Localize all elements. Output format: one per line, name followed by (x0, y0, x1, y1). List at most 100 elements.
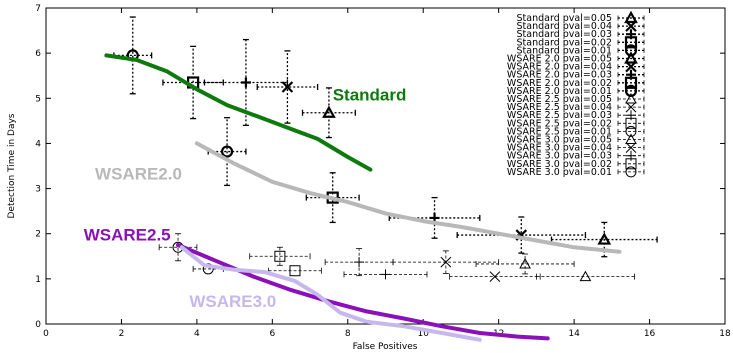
legend-entry: WSARE 2.0 pval=0.02 (507, 76, 645, 89)
legend-entry: WSARE 2.0 pval=0.05 (507, 51, 645, 65)
data-point (475, 253, 575, 275)
triangle-marker (322, 105, 336, 118)
legend-x-marker (625, 20, 637, 32)
triangle-marker (579, 270, 592, 282)
legend-triangle-marker (625, 92, 637, 104)
legend-entry: WSARE 2.5 pval=0.01 (507, 125, 645, 137)
legend-label: WSARE 2.0 pval=0.02 (507, 78, 612, 89)
y-tick-label: 2 (35, 230, 41, 240)
y-tick-label: 7 (35, 4, 41, 14)
x-marker (440, 256, 452, 268)
legend-entry: WSARE 2.5 pval=0.05 (507, 92, 645, 105)
triangle-marker (519, 257, 531, 269)
plus-marker (354, 257, 365, 268)
legend-label: WSARE 2.5 pval=0.01 (507, 126, 612, 137)
legend-triangle-marker (625, 133, 637, 144)
legend-entry: WSARE 3.0 pval=0.05 (507, 133, 645, 146)
x-tick-label: 18 (719, 329, 731, 339)
legend-label: WSARE 2.0 pval=0.04 (507, 62, 612, 73)
triangle-marker (597, 232, 612, 245)
legend-circle-marker (625, 125, 637, 137)
x-tick-label: 4 (194, 329, 200, 339)
legend-label: WSARE 2.5 pval=0.03 (507, 110, 612, 121)
data-point (392, 250, 500, 274)
curve-line (194, 141, 622, 254)
legend-entry: WSARE 3.0 pval=0.03 (507, 151, 645, 162)
x-tick-label: 14 (568, 329, 580, 339)
legend-x-marker (625, 142, 637, 153)
plus-marker (380, 269, 391, 280)
x-tick-label: 6 (269, 329, 275, 339)
legend-entry: WSARE 2.5 pval=0.02 (507, 117, 645, 129)
legend-entry: Standard pval=0.04 (517, 20, 645, 32)
legend-triangle-marker (624, 10, 638, 24)
data-point (158, 233, 198, 262)
y-tick-label: 3 (35, 185, 41, 195)
legend-entry: Standard pval=0.05 (517, 10, 645, 24)
legend-label: Standard pval=0.05 (517, 13, 612, 24)
x-marker (281, 81, 294, 93)
legend-label: WSARE 2.0 pval=0.03 (507, 70, 612, 81)
legend-label: Standard pval=0.01 (517, 45, 612, 56)
plus-marker (240, 77, 251, 88)
data-point (449, 271, 541, 282)
square-marker (289, 265, 301, 277)
legend-label: WSARE 2.5 pval=0.02 (507, 118, 612, 129)
legend-entry: WSARE 2.5 pval=0.04 (507, 101, 645, 113)
x-tick-label: 16 (644, 329, 656, 339)
legend-square-marker (624, 76, 638, 89)
legend-square-marker (625, 158, 637, 170)
data-point (268, 265, 322, 277)
legend-entry: WSARE 2.0 pval=0.01 (507, 84, 645, 98)
legend-x-marker (625, 60, 637, 73)
legend-label: WSARE 3.0 pval=0.05 (507, 135, 612, 146)
curve-line (179, 245, 482, 342)
legend-label: WSARE 3.0 pval=0.01 (507, 167, 612, 178)
x-tick-label: 2 (119, 329, 125, 339)
legend-label: WSARE 2.0 pval=0.05 (507, 54, 612, 65)
curve-label: Standard (333, 86, 407, 105)
curve-label: WSARE2.0 (95, 165, 182, 184)
legend-entry: WSARE 2.0 pval=0.04 (507, 60, 645, 73)
y-axis-label: Detection Time in Days (7, 113, 17, 218)
legend-entry: WSARE 3.0 pval=0.01 (507, 166, 645, 178)
legend-label: WSARE 2.5 pval=0.05 (507, 94, 612, 105)
curve-label: WSARE2.5 (84, 225, 171, 244)
y-tick-label: 5 (35, 94, 41, 104)
data-point (535, 270, 635, 282)
y-tick-label: 1 (35, 275, 41, 285)
data-point (343, 269, 428, 280)
legend-circle-marker (625, 166, 637, 178)
legend-entry: WSARE 3.0 pval=0.04 (507, 142, 645, 154)
legend-label: WSARE 3.0 pval=0.04 (507, 143, 612, 154)
data-point (301, 87, 356, 139)
data-point (249, 246, 311, 266)
legend-label: WSARE 2.5 pval=0.04 (507, 102, 612, 113)
legend-entry: Standard pval=0.02 (517, 36, 645, 49)
data-point (203, 38, 289, 127)
square-marker (274, 250, 286, 262)
legend-square-marker (625, 117, 637, 129)
legend-square-marker (624, 36, 638, 49)
legend-label: Standard pval=0.03 (517, 29, 612, 40)
data-point (207, 117, 247, 187)
x-tick-label: 10 (417, 329, 429, 339)
legend-label: Standard pval=0.04 (517, 21, 612, 32)
curve-label: WSARE3.0 (189, 292, 276, 311)
legend-label: WSARE 3.0 pval=0.02 (507, 159, 612, 170)
curve-line (104, 53, 373, 172)
data-point (256, 50, 319, 124)
data-point (324, 248, 394, 277)
legend-entry: WSARE 3.0 pval=0.02 (507, 158, 645, 170)
circle-marker (220, 145, 234, 158)
x-tick-label: 8 (345, 329, 351, 339)
x-marker (489, 271, 501, 282)
x-axis-label: False Positives (353, 342, 418, 352)
legend-x-marker (625, 101, 637, 113)
x-tick-label: 0 (43, 329, 49, 339)
y-tick-label: 6 (35, 49, 41, 59)
data-point (388, 196, 481, 239)
legend-label: WSARE 2.0 pval=0.01 (507, 86, 612, 97)
y-tick-label: 0 (35, 320, 41, 330)
